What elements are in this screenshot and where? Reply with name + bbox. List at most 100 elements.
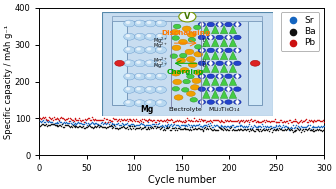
Point [282, 128, 288, 131]
Point [318, 119, 323, 122]
Point [154, 122, 159, 125]
Point [206, 123, 211, 126]
Point [254, 120, 259, 123]
Point [66, 119, 72, 122]
Point [236, 120, 241, 123]
Point [86, 117, 91, 120]
Point [106, 122, 111, 125]
Point [182, 120, 187, 123]
Point [95, 119, 100, 122]
Point [299, 125, 305, 128]
Point [53, 123, 58, 126]
Point [165, 125, 170, 128]
Point [187, 128, 193, 131]
Point [65, 124, 71, 127]
Point [75, 119, 80, 122]
Point [256, 121, 261, 124]
Point [48, 121, 53, 124]
Point [181, 120, 186, 123]
Point [100, 125, 106, 128]
Point [151, 126, 156, 129]
Point [199, 125, 204, 128]
Point [158, 126, 164, 129]
Point [45, 123, 51, 126]
Point [138, 127, 143, 130]
Point [107, 121, 112, 124]
Point [216, 126, 221, 129]
Point [184, 128, 189, 131]
Point [225, 125, 231, 128]
Point [202, 118, 207, 121]
Point [41, 123, 46, 126]
Point [305, 128, 310, 131]
Point [187, 120, 193, 123]
Point [264, 124, 270, 127]
Point [94, 121, 99, 124]
Point [219, 126, 224, 129]
Point [130, 120, 135, 123]
Point [168, 128, 173, 131]
Point [151, 119, 156, 122]
Point [313, 128, 318, 131]
Point [281, 129, 287, 132]
Point [96, 125, 102, 128]
Point [127, 123, 132, 126]
Point [62, 122, 68, 125]
Point [125, 127, 130, 130]
Point [152, 123, 157, 126]
Point [99, 126, 105, 129]
Point [272, 126, 277, 129]
Point [220, 124, 225, 127]
Point [57, 124, 62, 127]
Point [182, 128, 187, 131]
Point [112, 122, 117, 125]
Point [60, 121, 66, 124]
Point [82, 118, 88, 121]
Point [291, 119, 296, 122]
Point [237, 124, 242, 127]
Point [140, 123, 145, 126]
Point [286, 118, 292, 121]
Point [311, 119, 316, 122]
Point [120, 119, 126, 122]
Point [222, 126, 227, 129]
Point [279, 126, 284, 129]
Point [222, 124, 227, 127]
Point [115, 119, 120, 122]
Point [205, 124, 210, 127]
Point [116, 126, 122, 129]
Point [211, 119, 217, 122]
Point [316, 128, 321, 131]
Point [317, 127, 322, 130]
Point [90, 126, 95, 129]
Point [317, 119, 322, 122]
Point [209, 121, 215, 124]
Point [296, 124, 301, 127]
Point [158, 124, 164, 127]
Point [153, 125, 158, 128]
Point [160, 120, 165, 123]
Point [110, 125, 115, 128]
Point [219, 119, 224, 122]
Point [64, 122, 70, 125]
Point [250, 129, 255, 132]
Point [260, 124, 266, 127]
Point [106, 119, 111, 122]
Point [293, 125, 298, 128]
Point [44, 119, 50, 122]
Point [318, 129, 323, 132]
Point [101, 125, 107, 128]
Point [170, 126, 176, 129]
Point [81, 122, 87, 125]
Point [136, 123, 142, 126]
Point [159, 123, 164, 126]
Point [258, 121, 263, 124]
Point [141, 126, 146, 129]
Point [313, 119, 319, 122]
Point [61, 125, 67, 128]
Point [264, 120, 270, 123]
Point [148, 123, 153, 126]
Point [190, 120, 195, 123]
Point [170, 121, 176, 124]
Point [151, 123, 156, 126]
